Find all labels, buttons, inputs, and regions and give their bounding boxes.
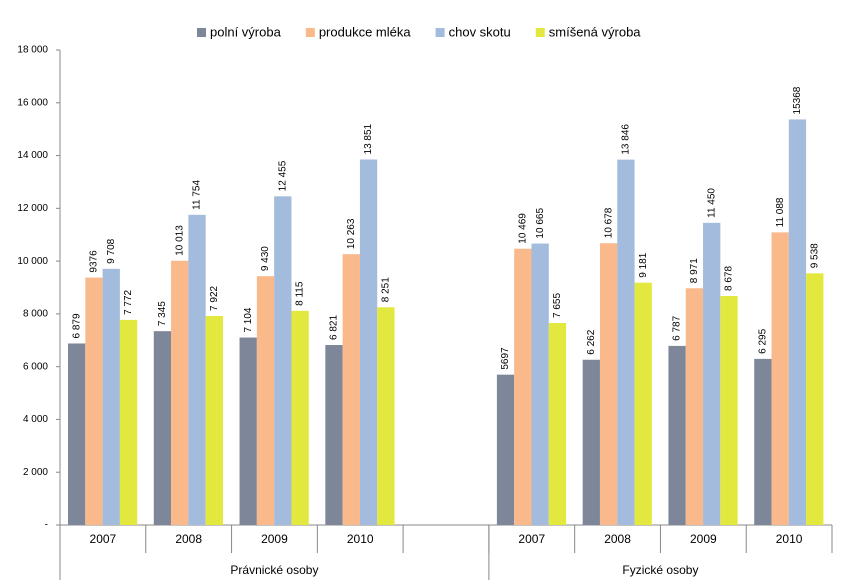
data-label: 8 251: [381, 277, 392, 302]
bar: [342, 254, 360, 525]
bar: [496, 374, 515, 525]
bar: [582, 359, 600, 525]
x-tick-label: 2007: [90, 532, 117, 546]
y-tick-label: 16 000: [17, 97, 48, 108]
legend-swatch: [197, 28, 206, 37]
data-label: 7 104: [243, 307, 254, 332]
y-tick-label: 4 000: [23, 414, 48, 425]
x-tick-label: 2010: [347, 532, 374, 546]
group-label: Fyzické osoby: [622, 563, 698, 577]
y-tick-label: 10 000: [17, 256, 48, 267]
bar: [274, 196, 292, 525]
bar: [720, 295, 738, 525]
legend-swatch: [535, 28, 545, 37]
bar: [806, 273, 824, 525]
legend-label: chov skotu: [449, 24, 511, 39]
data-label: 9376: [89, 250, 100, 273]
data-label: 10 665: [535, 208, 546, 239]
legend-swatch: [435, 28, 445, 37]
legend-label: smíšená výroba: [549, 24, 642, 39]
y-tick-label: 2 000: [23, 467, 48, 478]
bar: [85, 277, 103, 525]
data-label: 10 469: [517, 213, 528, 244]
bar: [514, 248, 532, 525]
y-tick-label: 14 000: [17, 150, 48, 161]
bar: [188, 214, 206, 525]
data-label: 13 846: [621, 124, 632, 155]
data-label: 5697: [500, 347, 511, 370]
data-label: 6 787: [672, 315, 683, 340]
bar: [291, 310, 309, 525]
data-label: 13 851: [363, 123, 374, 154]
y-tick-label: -: [45, 520, 48, 531]
data-label: 7 655: [552, 293, 563, 318]
bar: [668, 345, 686, 525]
x-tick-label: 2009: [690, 532, 717, 546]
x-tick-label: 2010: [776, 532, 803, 546]
bar: [617, 159, 635, 525]
data-label: 12 455: [277, 160, 288, 191]
bar: [239, 337, 257, 525]
data-label: 10 678: [603, 207, 614, 238]
bar: [754, 358, 772, 525]
data-label: 11 754: [192, 180, 203, 210]
bar: [359, 159, 378, 526]
bar: [634, 282, 652, 525]
data-label: 15368: [792, 86, 803, 114]
bar: [205, 315, 223, 525]
data-label: 11 088: [775, 197, 786, 227]
bar: [119, 319, 138, 525]
data-label: 9 430: [260, 246, 271, 271]
bar: [548, 322, 567, 525]
y-tick-label: 18 000: [17, 45, 48, 56]
legend-label: produkce mléka: [319, 24, 412, 39]
bar: [531, 243, 549, 525]
data-label: 8 678: [724, 266, 735, 291]
y-tick-label: 8 000: [23, 309, 48, 320]
bar: [599, 243, 618, 525]
data-label: 8 971: [689, 258, 700, 283]
y-tick-label: 6 000: [23, 361, 48, 372]
x-tick-label: 2008: [175, 532, 202, 546]
bar: [171, 260, 189, 525]
x-tick-label: 2009: [261, 532, 288, 546]
data-label: 7 772: [123, 289, 134, 314]
data-label: 6 821: [329, 315, 340, 340]
x-tick-label: 2008: [604, 532, 631, 546]
data-label: 8 115: [295, 281, 306, 306]
data-label: 10 263: [346, 218, 357, 249]
bar: [102, 268, 120, 525]
data-label: 7 922: [209, 285, 220, 310]
group-label: Právnické osoby: [230, 563, 318, 577]
data-label: 9 538: [809, 243, 820, 268]
bar: [256, 276, 275, 525]
data-label: 10 013: [174, 225, 185, 256]
data-label: 6 879: [71, 313, 82, 338]
bar: [377, 307, 395, 525]
data-label: 7 345: [157, 301, 168, 326]
x-tick-label: 2007: [518, 532, 545, 546]
bar: [68, 343, 86, 525]
data-label: 9 181: [638, 252, 649, 277]
bar: [685, 288, 704, 525]
legend-label: polní výroba: [210, 24, 282, 39]
legend-swatch: [305, 28, 315, 37]
data-label: 11 450: [706, 188, 717, 218]
data-label: 9 708: [106, 238, 117, 263]
bar: [325, 345, 343, 525]
bar: [153, 331, 172, 525]
bar: [788, 119, 807, 525]
data-label: 6 295: [758, 328, 769, 353]
bar: [703, 222, 721, 525]
bar: [771, 232, 789, 525]
data-label: 6 262: [586, 329, 597, 354]
y-tick-label: 12 000: [17, 203, 48, 214]
